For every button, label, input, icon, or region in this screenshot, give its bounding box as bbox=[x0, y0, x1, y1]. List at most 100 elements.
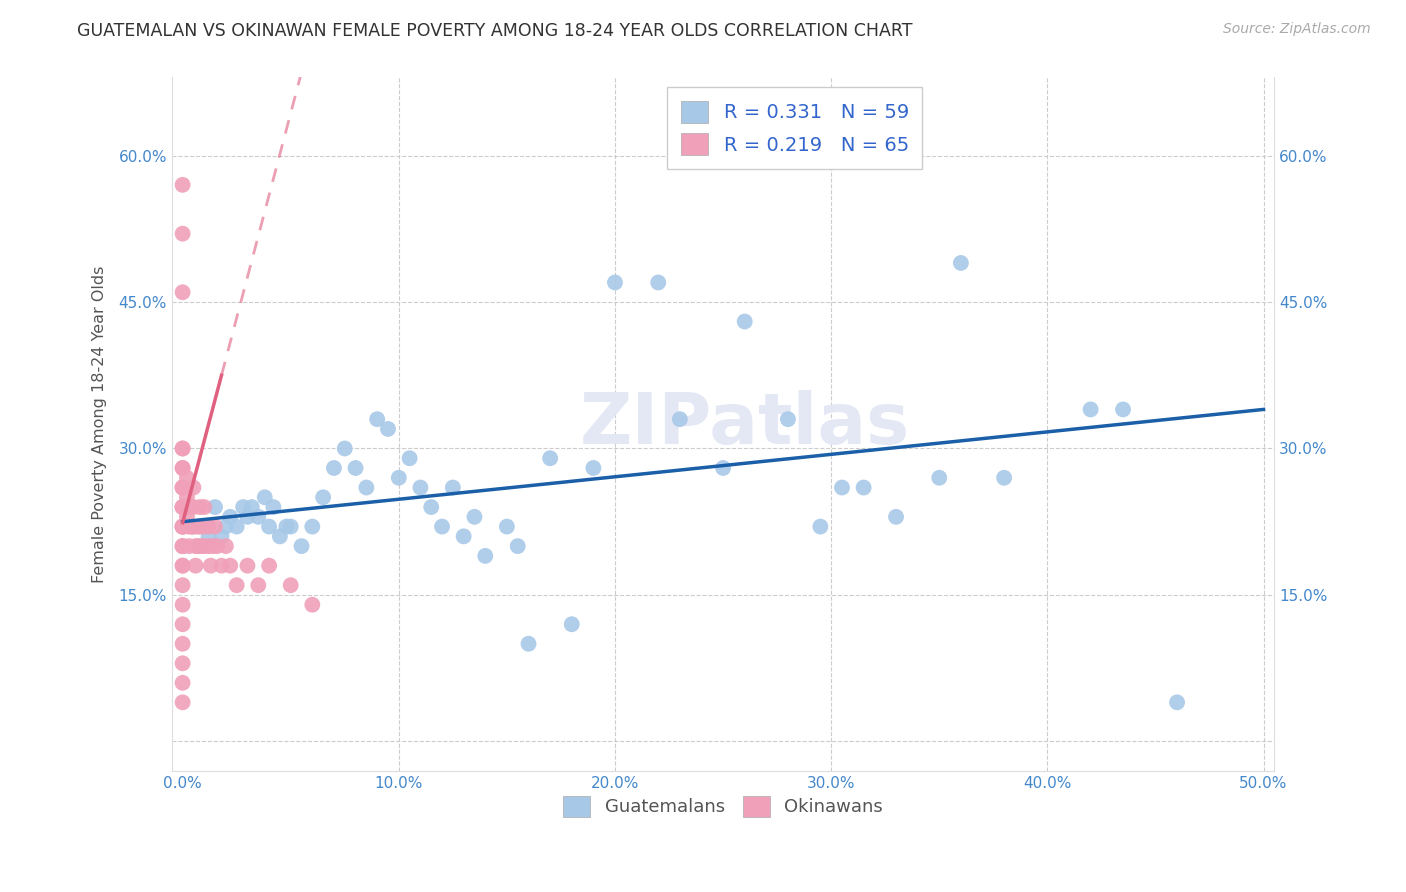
Point bbox=[776, 412, 799, 426]
Point bbox=[240, 500, 263, 514]
Point bbox=[225, 519, 247, 533]
Point bbox=[928, 471, 950, 485]
Point bbox=[219, 509, 242, 524]
Point bbox=[1112, 402, 1135, 417]
Point bbox=[180, 500, 202, 514]
Point bbox=[506, 539, 529, 553]
Point bbox=[172, 558, 194, 573]
Point bbox=[197, 529, 219, 543]
Point bbox=[191, 539, 214, 553]
Point bbox=[582, 461, 605, 475]
Point bbox=[172, 657, 194, 671]
Point bbox=[388, 471, 411, 485]
Point bbox=[453, 529, 475, 543]
Point bbox=[323, 461, 346, 475]
Point bbox=[496, 519, 519, 533]
Point bbox=[430, 519, 453, 533]
Point bbox=[356, 481, 378, 495]
Point bbox=[215, 519, 238, 533]
Point bbox=[831, 481, 853, 495]
Point bbox=[463, 509, 485, 524]
Point bbox=[172, 539, 194, 553]
Point bbox=[176, 509, 198, 524]
Point bbox=[993, 471, 1015, 485]
Point bbox=[172, 539, 194, 553]
Legend: Guatemalans, Okinawans: Guatemalans, Okinawans bbox=[555, 789, 890, 824]
Point bbox=[183, 481, 205, 495]
Point bbox=[172, 481, 194, 495]
Point bbox=[247, 578, 270, 592]
Point bbox=[949, 256, 972, 270]
Point bbox=[561, 617, 583, 632]
Point bbox=[188, 500, 211, 514]
Point bbox=[808, 519, 831, 533]
Point bbox=[225, 578, 247, 592]
Point bbox=[884, 509, 907, 524]
Point bbox=[420, 500, 443, 514]
Point bbox=[172, 500, 194, 514]
Point bbox=[172, 442, 194, 456]
Point bbox=[172, 519, 194, 533]
Point bbox=[172, 519, 194, 533]
Point bbox=[184, 539, 207, 553]
Point bbox=[172, 178, 194, 192]
Point bbox=[253, 491, 276, 505]
Point bbox=[187, 539, 209, 553]
Point bbox=[172, 637, 194, 651]
Point bbox=[172, 558, 194, 573]
Text: Source: ZipAtlas.com: Source: ZipAtlas.com bbox=[1223, 22, 1371, 37]
Point bbox=[312, 491, 335, 505]
Point bbox=[172, 500, 194, 514]
Point bbox=[236, 509, 259, 524]
Point bbox=[219, 558, 242, 573]
Point bbox=[172, 539, 194, 553]
Point bbox=[172, 461, 194, 475]
Point bbox=[301, 519, 323, 533]
Point bbox=[193, 519, 215, 533]
Point bbox=[301, 598, 323, 612]
Point bbox=[280, 519, 302, 533]
Point bbox=[200, 558, 222, 573]
Text: GUATEMALAN VS OKINAWAN FEMALE POVERTY AMONG 18-24 YEAR OLDS CORRELATION CHART: GUATEMALAN VS OKINAWAN FEMALE POVERTY AM… bbox=[77, 22, 912, 40]
Point bbox=[344, 461, 367, 475]
Point bbox=[290, 539, 312, 553]
Point bbox=[269, 529, 291, 543]
Y-axis label: Female Poverty Among 18-24 Year Olds: Female Poverty Among 18-24 Year Olds bbox=[93, 266, 107, 582]
Point bbox=[172, 519, 194, 533]
Point bbox=[333, 442, 356, 456]
Point bbox=[215, 539, 238, 553]
Point bbox=[193, 519, 215, 533]
Point bbox=[172, 617, 194, 632]
Point bbox=[211, 558, 233, 573]
Point bbox=[172, 500, 194, 514]
Point bbox=[441, 481, 464, 495]
Point bbox=[377, 422, 399, 436]
Point bbox=[184, 558, 207, 573]
Point bbox=[409, 481, 432, 495]
Point bbox=[517, 637, 540, 651]
Point bbox=[366, 412, 388, 426]
Point bbox=[538, 451, 561, 466]
Point bbox=[172, 578, 194, 592]
Point bbox=[398, 451, 420, 466]
Point bbox=[205, 539, 228, 553]
Point bbox=[204, 519, 226, 533]
Point bbox=[188, 539, 211, 553]
Point bbox=[172, 285, 194, 300]
Point bbox=[172, 675, 194, 690]
Point bbox=[247, 509, 270, 524]
Point bbox=[172, 481, 194, 495]
Point bbox=[734, 314, 756, 328]
Point bbox=[603, 276, 626, 290]
Point bbox=[172, 461, 194, 475]
Point bbox=[236, 558, 259, 573]
Point bbox=[262, 500, 284, 514]
Point bbox=[257, 558, 280, 573]
Point bbox=[180, 519, 202, 533]
Point bbox=[172, 227, 194, 241]
Point bbox=[647, 276, 669, 290]
Point bbox=[197, 539, 219, 553]
Point bbox=[172, 519, 194, 533]
Point bbox=[188, 519, 211, 533]
Point bbox=[193, 500, 215, 514]
